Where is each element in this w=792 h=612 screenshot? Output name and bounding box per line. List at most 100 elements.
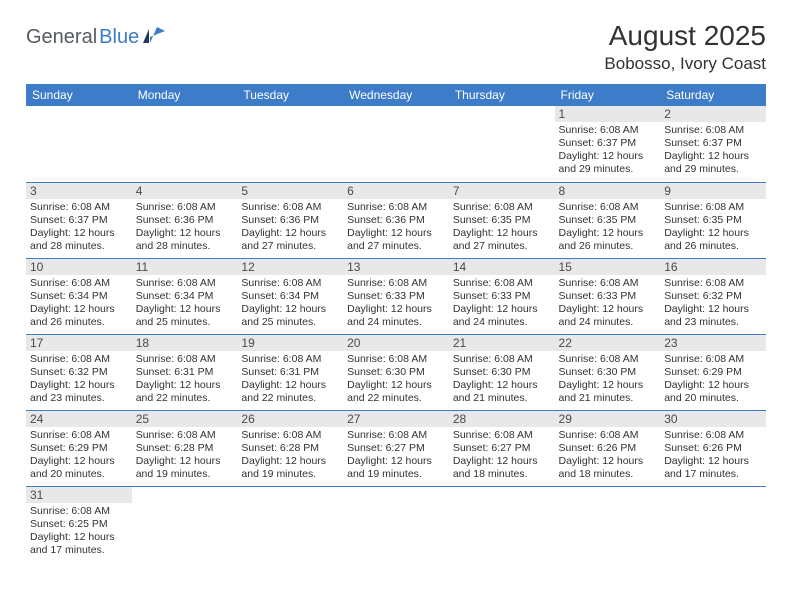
day-number: 25: [132, 411, 238, 427]
day-number: 24: [26, 411, 132, 427]
day-info: Sunrise: 6:08 AMSunset: 6:27 PMDaylight:…: [453, 429, 551, 482]
day-info-line: Daylight: 12 hours: [30, 303, 128, 316]
day-info-line: and 26 minutes.: [664, 240, 762, 253]
day-info-line: Sunrise: 6:08 AM: [347, 353, 445, 366]
day-info: Sunrise: 6:08 AMSunset: 6:29 PMDaylight:…: [664, 353, 762, 406]
day-number: 29: [555, 411, 661, 427]
day-number: 16: [660, 259, 766, 275]
calendar-cell: 17Sunrise: 6:08 AMSunset: 6:32 PMDayligh…: [26, 334, 132, 410]
day-info: Sunrise: 6:08 AMSunset: 6:36 PMDaylight:…: [241, 201, 339, 254]
day-info-line: Sunset: 6:36 PM: [136, 214, 234, 227]
day-number: 14: [449, 259, 555, 275]
calendar-cell: [449, 486, 555, 562]
day-info: Sunrise: 6:08 AMSunset: 6:37 PMDaylight:…: [30, 201, 128, 254]
day-info-line: and 26 minutes.: [559, 240, 657, 253]
calendar-cell: 13Sunrise: 6:08 AMSunset: 6:33 PMDayligh…: [343, 258, 449, 334]
day-info-line: Daylight: 12 hours: [241, 379, 339, 392]
day-info-line: Sunrise: 6:08 AM: [30, 353, 128, 366]
day-info-line: Sunrise: 6:08 AM: [664, 429, 762, 442]
month-title: August 2025: [604, 20, 766, 52]
day-info-line: Sunrise: 6:08 AM: [241, 353, 339, 366]
day-info: Sunrise: 6:08 AMSunset: 6:37 PMDaylight:…: [664, 124, 762, 177]
calendar-cell: 20 Sunrise: 6:08 AMSunset: 6:30 PMDayligh…: [343, 334, 449, 410]
calendar-cell: 28Sunrise: 6:08 AMSunset: 6:27 PMDayligh…: [449, 410, 555, 486]
calendar-cell: 11Sunrise: 6:08 AMSunset: 6:34 PMDayligh…: [132, 258, 238, 334]
day-info-line: and 25 minutes.: [241, 316, 339, 329]
calendar-row: 1Sunrise: 6:08 AMSunset: 6:37 PMDaylight…: [26, 106, 766, 182]
calendar-cell: [26, 106, 132, 182]
day-info: Sunrise: 6:08 AMSunset: 6:35 PMDaylight:…: [559, 201, 657, 254]
calendar-cell: [343, 486, 449, 562]
day-info-line: and 25 minutes.: [136, 316, 234, 329]
day-info-line: Daylight: 12 hours: [664, 150, 762, 163]
calendar-cell: [237, 106, 343, 182]
day-number: 20: [343, 335, 449, 351]
calendar-cell: 14 Sunrise: 6:08 AMSunset: 6:33 PMDayligh…: [449, 258, 555, 334]
day-number: 26: [237, 411, 343, 427]
day-info-line: Sunset: 6:37 PM: [30, 214, 128, 227]
weekday-header: Friday: [555, 84, 661, 106]
day-info-line: Sunset: 6:35 PM: [559, 214, 657, 227]
day-info-line: and 21 minutes.: [559, 392, 657, 405]
day-info-line: Sunrise: 6:08 AM: [664, 124, 762, 137]
day-info-line: Sunset: 6:29 PM: [30, 442, 128, 455]
day-info: Sunrise: 6:08 AMSunset: 6:30 PMDaylight:…: [347, 353, 445, 406]
day-info-line: Sunset: 6:26 PM: [664, 442, 762, 455]
calendar-cell: 8 Sunrise: 6:08 AMSunset: 6:35 PMDaylight…: [555, 182, 661, 258]
day-number: 2: [660, 106, 766, 122]
day-info: Sunrise: 6:08 AMSunset: 6:26 PMDaylight:…: [664, 429, 762, 482]
calendar-cell: 10Sunrise: 6:08 AMSunset: 6:34 PMDayligh…: [26, 258, 132, 334]
calendar-cell: 6Sunrise: 6:08 AMSunset: 6:36 PMDaylight…: [343, 182, 449, 258]
day-info-line: Sunrise: 6:08 AM: [664, 201, 762, 214]
calendar-row: 17Sunrise: 6:08 AMSunset: 6:32 PMDayligh…: [26, 334, 766, 410]
day-info-line: Sunrise: 6:08 AM: [453, 201, 551, 214]
day-number: 18: [132, 335, 238, 351]
day-info-line: Sunrise: 6:08 AM: [559, 277, 657, 290]
day-info-line: and 19 minutes.: [347, 468, 445, 481]
day-info-line: Sunrise: 6:08 AM: [559, 201, 657, 214]
day-info-line: Daylight: 12 hours: [664, 227, 762, 240]
day-number: 12: [237, 259, 343, 275]
day-info-line: Daylight: 12 hours: [241, 455, 339, 468]
day-info-line: Sunset: 6:35 PM: [453, 214, 551, 227]
weekday-header-row: SundayMondayTuesdayWednesdayThursdayFrid…: [26, 84, 766, 106]
weekday-header: Tuesday: [237, 84, 343, 106]
day-info-line: Sunset: 6:34 PM: [136, 290, 234, 303]
day-number: 5: [237, 183, 343, 199]
calendar-cell: 1Sunrise: 6:08 AMSunset: 6:37 PMDaylight…: [555, 106, 661, 182]
calendar-cell: 18Sunrise: 6:08 AMSunset: 6:31 PMDayligh…: [132, 334, 238, 410]
day-number: 21: [449, 335, 555, 351]
day-info-line: Daylight: 12 hours: [453, 227, 551, 240]
calendar-cell: 2 Sunrise: 6:08 AMSunset: 6:37 PMDaylight…: [660, 106, 766, 182]
day-number: 13: [343, 259, 449, 275]
day-info-line: Sunset: 6:37 PM: [559, 137, 657, 150]
day-info-line: Sunset: 6:31 PM: [241, 366, 339, 379]
day-number: 7: [449, 183, 555, 199]
day-info-line: Sunset: 6:37 PM: [664, 137, 762, 150]
day-info-line: and 21 minutes.: [453, 392, 551, 405]
day-number: 9: [660, 183, 766, 199]
day-info-line: and 19 minutes.: [136, 468, 234, 481]
calendar-cell: 23Sunrise: 6:08 AMSunset: 6:29 PMDayligh…: [660, 334, 766, 410]
day-info-line: Sunset: 6:33 PM: [559, 290, 657, 303]
day-number: 8: [555, 183, 661, 199]
day-info-line: Sunrise: 6:08 AM: [30, 429, 128, 442]
day-info-line: Sunrise: 6:08 AM: [30, 201, 128, 214]
flag-icon: [143, 27, 165, 48]
calendar-row: 10Sunrise: 6:08 AMSunset: 6:34 PMDayligh…: [26, 258, 766, 334]
day-info-line: Daylight: 12 hours: [453, 379, 551, 392]
day-info-line: and 24 minutes.: [347, 316, 445, 329]
calendar-row: 31Sunrise: 6:08 AMSunset: 6:25 PMDayligh…: [26, 486, 766, 562]
day-number: 22: [555, 335, 661, 351]
calendar-cell: [555, 486, 661, 562]
header: GeneralBlue August 2025 Bobosso, Ivory C…: [26, 20, 766, 74]
day-info-line: Sunrise: 6:08 AM: [136, 277, 234, 290]
day-info-line: and 19 minutes.: [241, 468, 339, 481]
day-info-line: Sunset: 6:30 PM: [453, 366, 551, 379]
location: Bobosso, Ivory Coast: [604, 54, 766, 74]
day-info-line: Sunrise: 6:08 AM: [664, 353, 762, 366]
day-info-line: and 29 minutes.: [664, 163, 762, 176]
day-info-line: and 28 minutes.: [136, 240, 234, 253]
weekday-header: Thursday: [449, 84, 555, 106]
day-info: Sunrise: 6:08 AMSunset: 6:33 PMDaylight:…: [453, 277, 551, 330]
